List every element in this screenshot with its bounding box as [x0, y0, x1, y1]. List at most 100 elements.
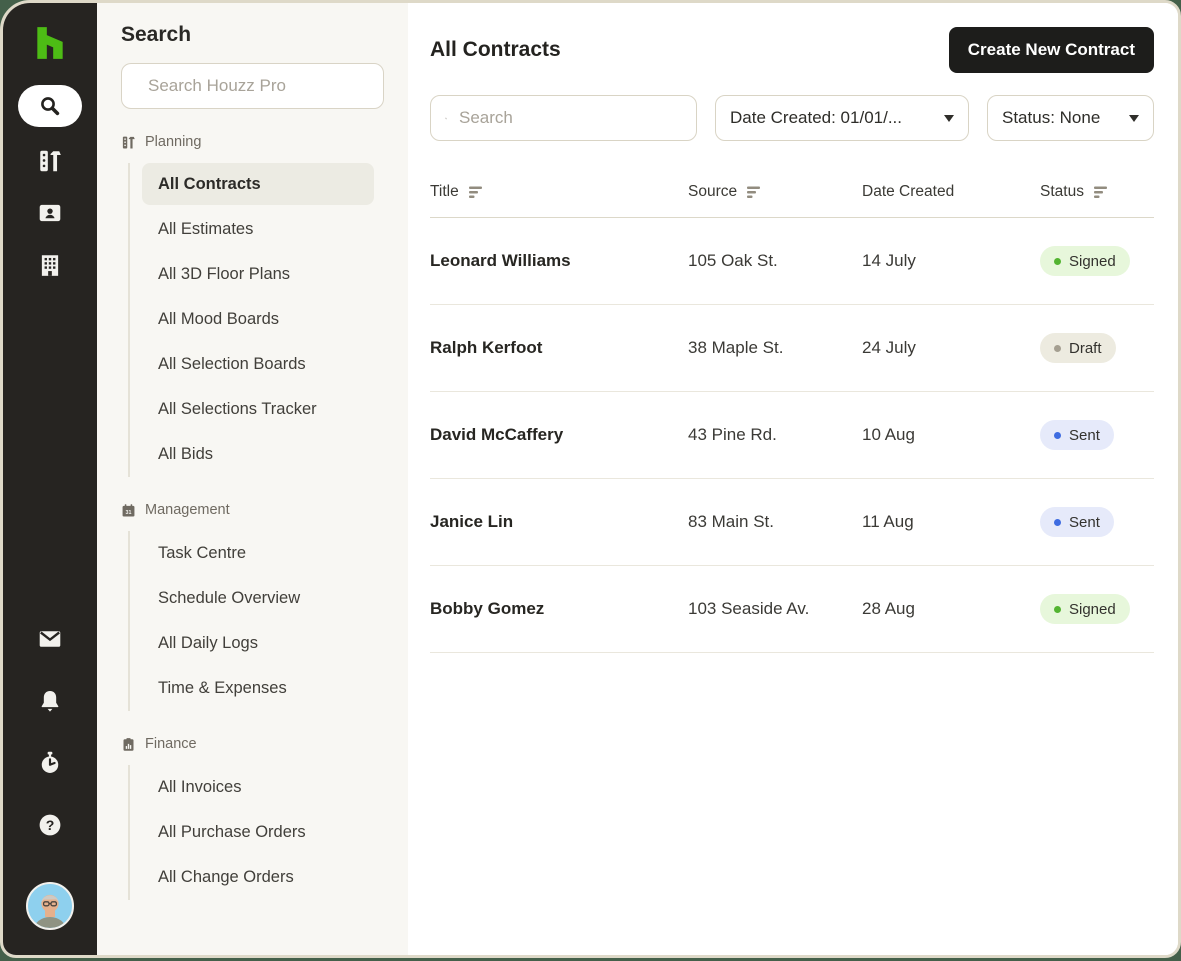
- sidebar-section-management: 31 Management: [121, 499, 384, 521]
- sidebar-item-time-expenses[interactable]: Time & Expenses: [158, 679, 287, 697]
- company-icon: [41, 255, 59, 276]
- chevron-down-icon: [1129, 114, 1139, 122]
- status-badge: Sent: [1040, 420, 1114, 450]
- sort-icon-title[interactable]: [468, 186, 483, 199]
- sidebar-item-task-centre[interactable]: Task Centre: [158, 544, 247, 562]
- company-button[interactable]: [18, 247, 82, 283]
- bell-icon: [41, 691, 59, 712]
- contract-title: Leonard Williams: [430, 251, 571, 270]
- table-row[interactable]: Janice Lin 83 Main St. 11 Aug Sent: [430, 479, 1154, 566]
- page-title: All Contracts: [430, 38, 561, 61]
- user-avatar[interactable]: [26, 882, 74, 930]
- column-status: Status: [1040, 183, 1084, 200]
- status-text: Signed: [1069, 600, 1116, 618]
- status-badge: Draft: [1040, 333, 1116, 363]
- contract-date: 24 July: [862, 338, 916, 357]
- sidebar-item-all-mood-boards[interactable]: All Mood Boards: [158, 310, 280, 328]
- table-row[interactable]: Ralph Kerfoot 38 Maple St. 24 July Draft: [430, 305, 1154, 392]
- sidebar-item-all-change-orders[interactable]: All Change Orders: [158, 868, 294, 886]
- contract-title: David McCaffery: [430, 425, 564, 444]
- sidebar-item-all-3d-floor-plans[interactable]: All 3D Floor Plans: [158, 265, 291, 283]
- icon-rail: ?: [3, 3, 97, 955]
- search-icon: [41, 97, 60, 116]
- project-tools-button[interactable]: [18, 143, 82, 179]
- contacts-button[interactable]: [18, 195, 82, 231]
- contacts-icon: [39, 204, 61, 222]
- sidebar-item-schedule-overview[interactable]: Schedule Overview: [158, 589, 301, 607]
- sidebar-item-all-purchase-orders[interactable]: All Purchase Orders: [158, 823, 306, 841]
- status-text: Draft: [1069, 339, 1102, 357]
- status-dot: [1054, 257, 1061, 265]
- sidebar-search-box: [121, 63, 384, 109]
- calendar-icon: 31: [122, 503, 135, 516]
- mail-button[interactable]: [18, 621, 82, 657]
- sidebar-title: Search: [121, 23, 192, 46]
- status-dot: [1054, 605, 1061, 613]
- contract-title: Ralph Kerfoot: [430, 338, 543, 357]
- sidebar-item-all-invoices[interactable]: All Invoices: [158, 778, 242, 796]
- sidebar-item-all-daily-logs[interactable]: All Daily Logs: [158, 634, 258, 652]
- contract-source: 43 Pine Rd.: [688, 425, 777, 444]
- sort-icon-source[interactable]: [747, 186, 761, 199]
- contract-source: 38 Maple St.: [688, 338, 784, 357]
- sidebar-search-input[interactable]: [146, 75, 371, 97]
- status-dot: [1054, 518, 1061, 526]
- table-search-box: [430, 95, 697, 141]
- avatar-photo: [28, 884, 72, 928]
- column-date-created: Date Created: [862, 183, 955, 200]
- sidebar-item-all-selections-tracker[interactable]: All Selections Tracker: [158, 400, 317, 418]
- status-text: Signed: [1069, 252, 1116, 270]
- contract-title: Janice Lin: [430, 512, 514, 531]
- management-items: Task Centre Schedule Overview All Daily …: [128, 531, 384, 711]
- status-filter[interactable]: Status: None: [987, 95, 1154, 141]
- contract-source: 105 Oak St.: [688, 251, 778, 270]
- column-source: Source: [688, 183, 738, 200]
- main-content: All Contracts Create New Contract Date C…: [408, 3, 1178, 955]
- filter-bar: Date Created: 01/01/... Status: None: [430, 95, 1154, 141]
- status-badge: Signed: [1040, 594, 1130, 624]
- svg-text:?: ?: [46, 817, 55, 833]
- contract-source: 83 Main St.: [688, 512, 774, 531]
- table-row[interactable]: David McCaffery 43 Pine Rd. 10 Aug Sent: [430, 392, 1154, 479]
- section-label: Finance: [145, 736, 197, 752]
- sidebar-item-all-bids[interactable]: All Bids: [158, 445, 214, 463]
- table-row[interactable]: Leonard Williams 105 Oak St. 14 July Sig…: [430, 218, 1154, 305]
- column-title: Title: [430, 183, 459, 200]
- status-dot: [1054, 431, 1061, 439]
- create-new-contract-button[interactable]: Create New Contract: [948, 27, 1154, 73]
- table-row[interactable]: Bobby Gomez 103 Seaside Av. 28 Aug Signe…: [430, 566, 1154, 653]
- search-icon: [445, 117, 447, 119]
- table-header: Title Source Date Created Status: [430, 183, 1154, 218]
- sidebar-item-all-selection-boards[interactable]: All Selection Boards: [158, 355, 306, 373]
- status-text: Sent: [1069, 513, 1100, 531]
- contract-date: 28 Aug: [862, 599, 915, 618]
- date-created-filter[interactable]: Date Created: 01/01/...: [715, 95, 969, 141]
- sidebar-item-all-contracts[interactable]: All Contracts: [142, 163, 374, 205]
- contract-date: 14 July: [862, 251, 916, 270]
- contract-date: 10 Aug: [862, 425, 915, 444]
- section-label: Management: [145, 502, 230, 518]
- status-badge: Sent: [1040, 507, 1114, 537]
- contract-date: 11 Aug: [862, 512, 914, 531]
- svg-text:31: 31: [126, 509, 132, 515]
- finance-items: All Invoices All Purchase Orders All Cha…: [128, 765, 384, 900]
- timer-button[interactable]: [18, 745, 82, 781]
- finance-icon: [123, 737, 134, 751]
- notifications-button[interactable]: [18, 683, 82, 719]
- table-search-input[interactable]: [457, 107, 682, 129]
- rail-bottom-group: ?: [18, 621, 82, 955]
- search-rail-button[interactable]: [18, 85, 82, 127]
- date-created-filter-label: Date Created: 01/01/...: [730, 108, 902, 127]
- houzz-logo[interactable]: [18, 23, 82, 63]
- sort-icon-status[interactable]: [1093, 186, 1108, 199]
- section-label: Planning: [145, 134, 202, 150]
- contract-source: 103 Seaside Av.: [688, 599, 810, 618]
- status-text: Sent: [1069, 426, 1100, 444]
- status-dot: [1054, 344, 1061, 352]
- houzz-logo-icon: [37, 27, 63, 59]
- timer-icon: [41, 751, 59, 773]
- help-button[interactable]: ?: [18, 807, 82, 843]
- sidebar-item-all-estimates[interactable]: All Estimates: [158, 220, 254, 238]
- chevron-down-icon: [944, 114, 954, 122]
